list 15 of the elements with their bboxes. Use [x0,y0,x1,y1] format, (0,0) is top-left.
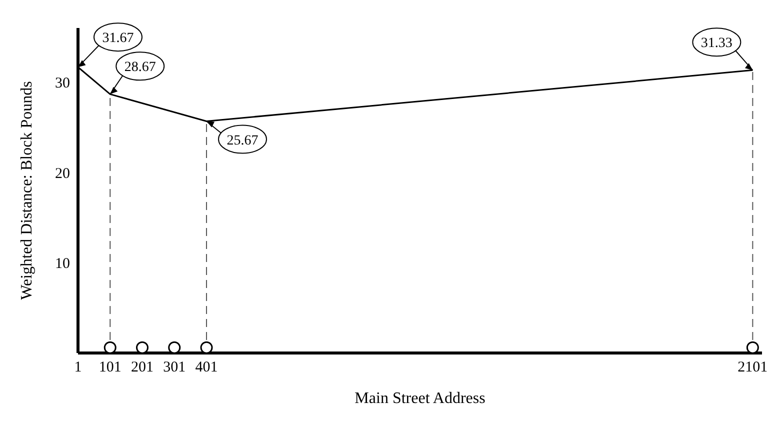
x-tick-label: 1 [74,360,82,376]
x-tick-label: 2101 [738,360,768,376]
y-tick-label: 30 [55,75,70,92]
data-label: 31.33 [700,36,732,52]
y-tick-label: 10 [55,256,70,272]
data-label: 28.67 [124,60,156,76]
x-axis-title: Main Street Address [354,390,486,407]
data-label: 25.67 [226,133,258,148]
x-tick-label: 101 [98,360,122,376]
y-axis-title: Weighted Distance: Block Pounds [18,81,36,300]
x-tick-label: 401 [195,360,218,376]
y-tick-label: 20 [55,166,70,182]
x-tick-label: 301 [163,360,186,376]
x-tick-label: 201 [131,360,154,376]
data-label: 31.67 [102,31,134,46]
